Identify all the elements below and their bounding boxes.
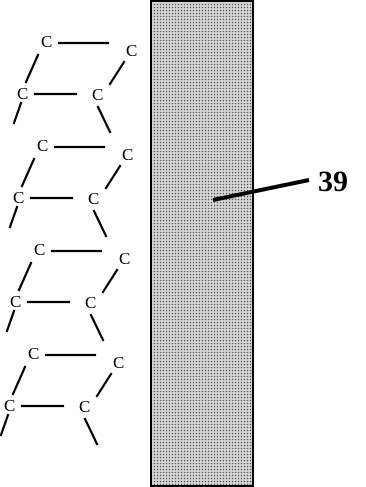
carbon-atom-label: C bbox=[119, 249, 130, 268]
carbon-atom-label: C bbox=[126, 41, 137, 60]
carbon-atom-label: C bbox=[34, 240, 45, 259]
carbon-atom-label: C bbox=[4, 396, 15, 415]
carbon-atom-label: C bbox=[122, 145, 133, 164]
carbon-atom-label: C bbox=[10, 292, 21, 311]
carbon-atom-label: C bbox=[41, 32, 52, 51]
bond-down-left bbox=[12, 101, 23, 125]
carbon-atom-label: C bbox=[17, 84, 28, 103]
bond-down-left bbox=[5, 309, 16, 333]
bond-right bbox=[108, 60, 126, 86]
carbon-atom-label: C bbox=[113, 353, 124, 372]
carbon-atom-label: C bbox=[37, 136, 48, 155]
carbon-atom-label: C bbox=[79, 397, 90, 416]
bond-down-left bbox=[0, 413, 10, 437]
carbon-atom-label: C bbox=[28, 344, 39, 363]
bond-down-right bbox=[83, 417, 99, 446]
bond-down-right bbox=[92, 209, 108, 238]
bond-left bbox=[20, 157, 36, 188]
carbon-chain: C C C C C C C C C C C C C C C C bbox=[0, 32, 137, 446]
carbon-atom-label: C bbox=[92, 85, 103, 104]
bond-down-right bbox=[96, 105, 112, 134]
bond-right bbox=[101, 268, 119, 294]
carbon-atom-label: C bbox=[13, 188, 24, 207]
bond-right bbox=[104, 164, 122, 190]
carbon-atom-label: C bbox=[85, 293, 96, 312]
leader-line bbox=[212, 178, 310, 202]
bond-down-right bbox=[89, 313, 105, 342]
bond-right bbox=[95, 372, 113, 398]
bond-left bbox=[11, 365, 27, 396]
bond-left bbox=[24, 53, 40, 84]
substrate-block bbox=[150, 0, 254, 487]
bond-down-left bbox=[8, 205, 19, 229]
reference-numeral: 39 bbox=[318, 165, 348, 198]
bond-left bbox=[17, 261, 33, 292]
carbon-atom-label: C bbox=[88, 189, 99, 208]
